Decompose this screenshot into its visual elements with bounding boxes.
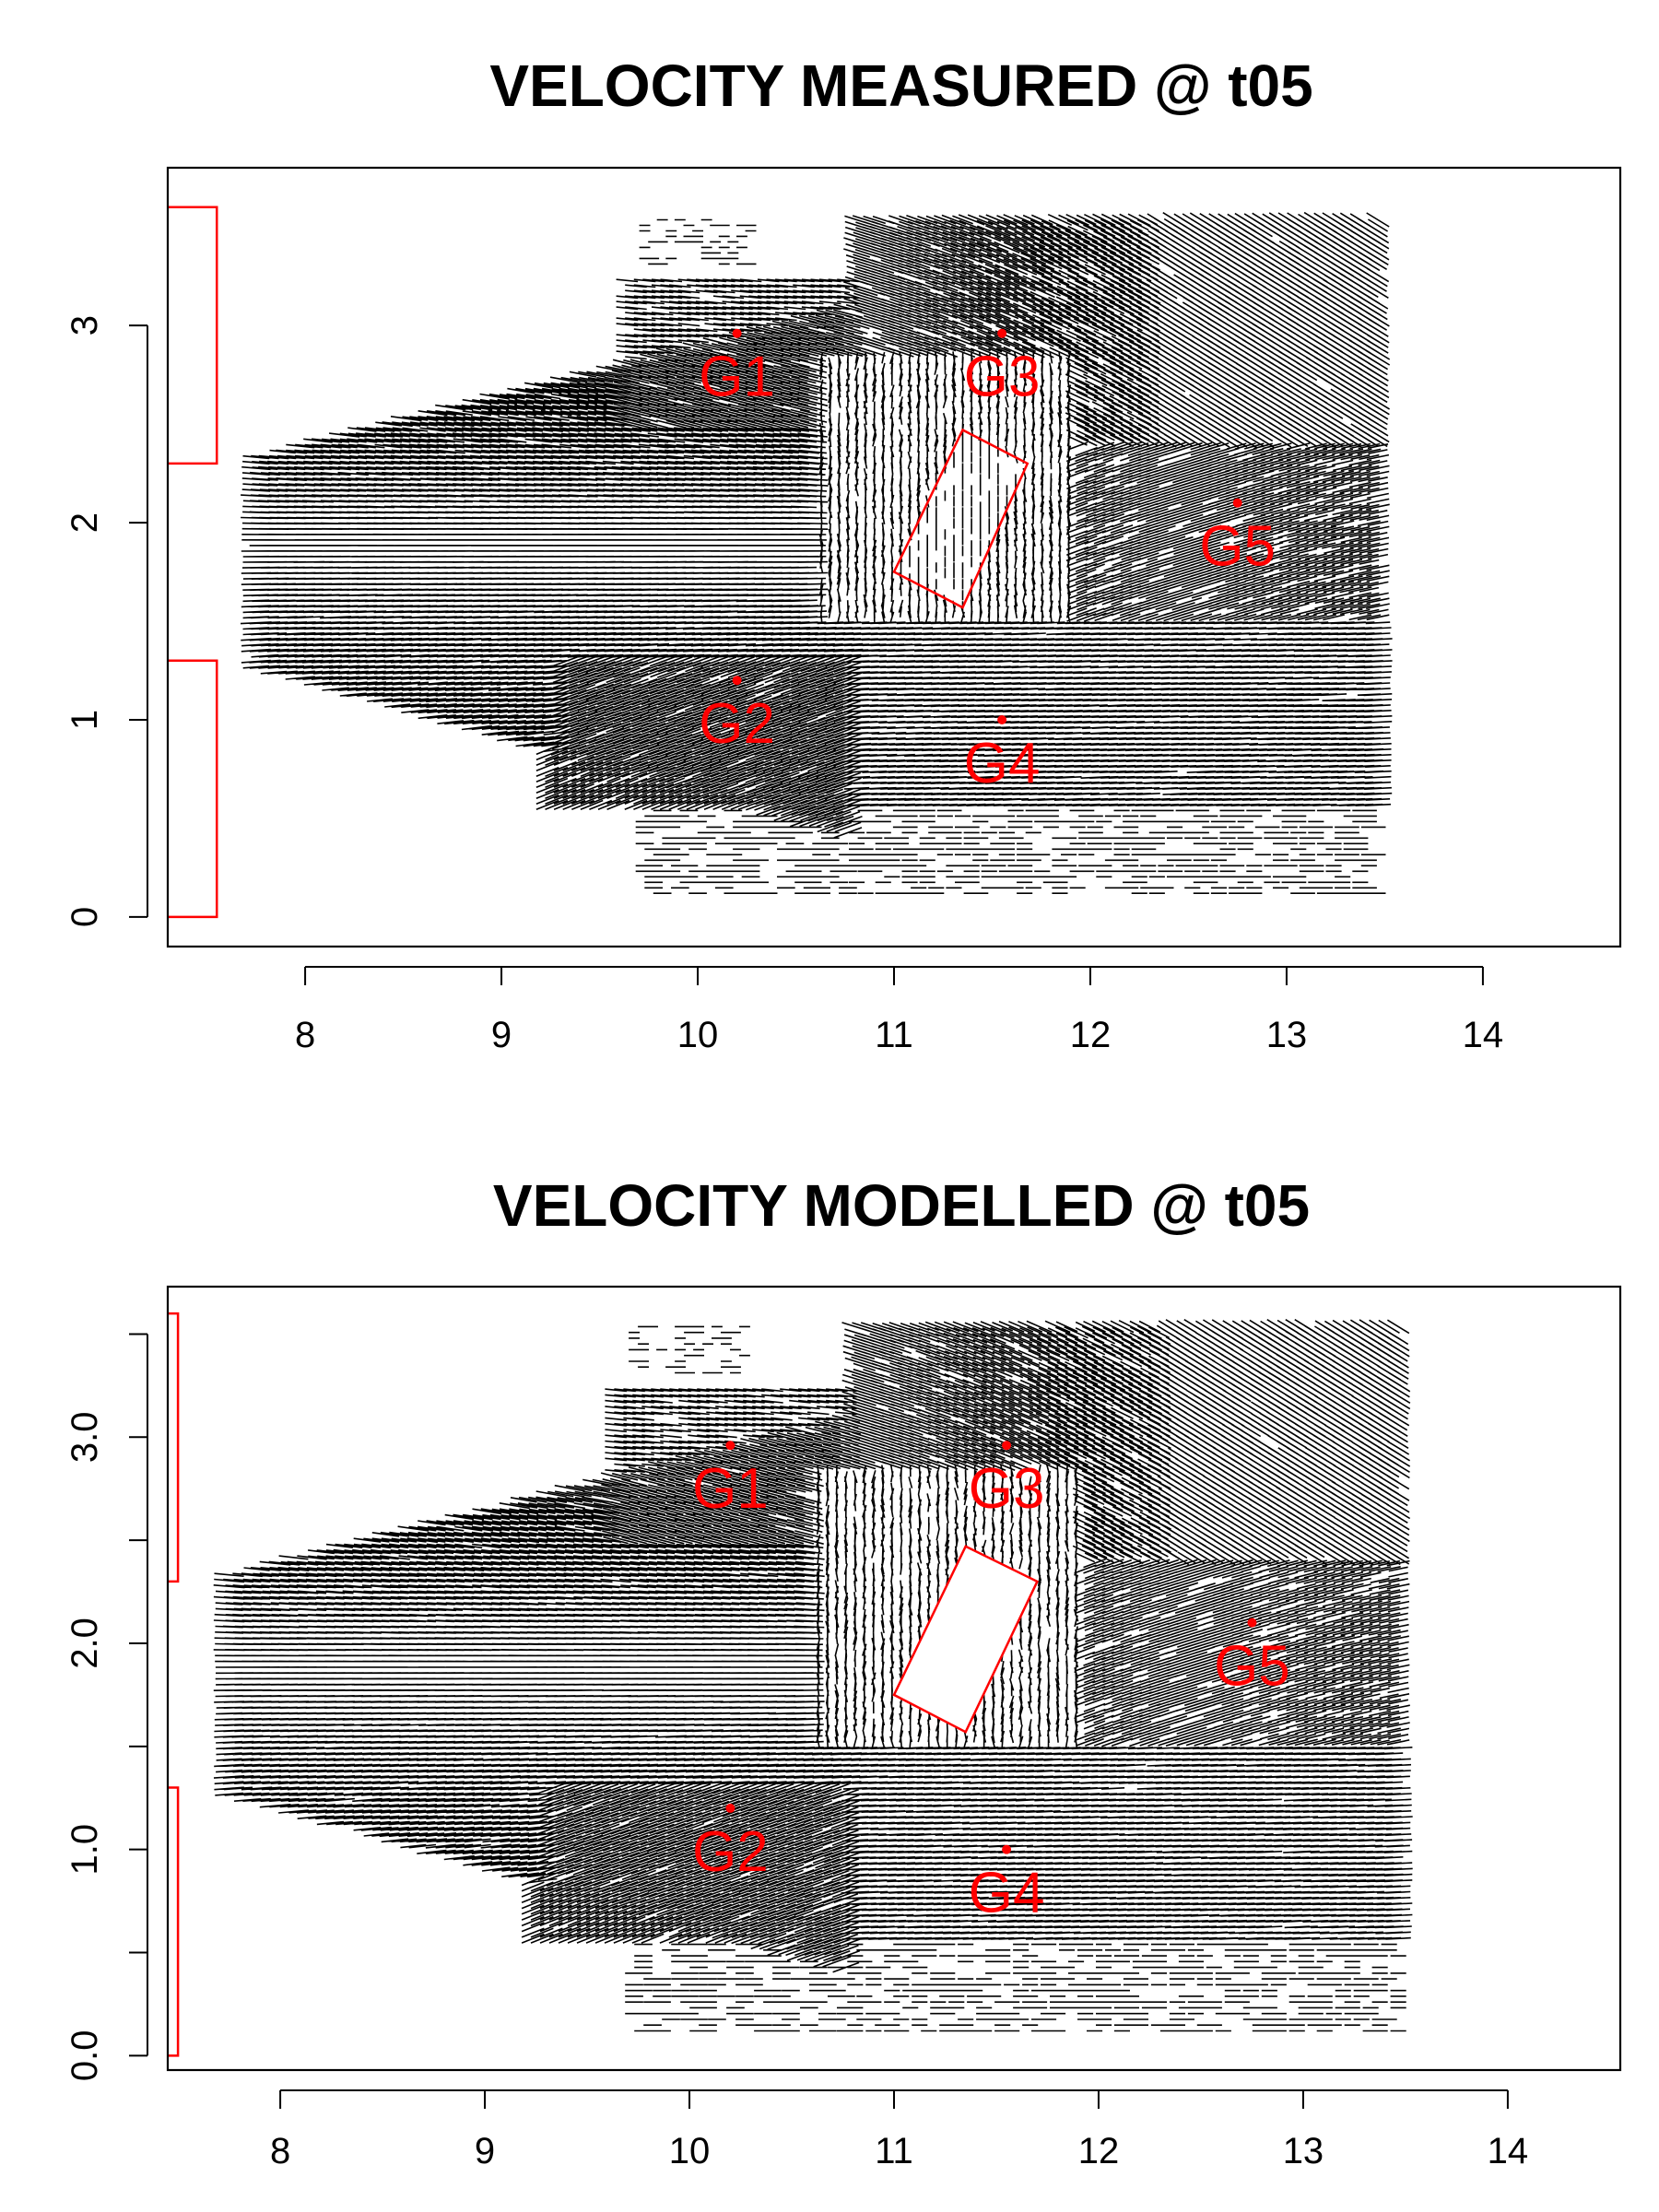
gauge-point [725,1803,735,1813]
gauge-label: G2 [692,1820,769,1884]
vector-field-modelled [213,1319,1413,2032]
gauge-point [997,714,1007,724]
gauge-point [997,328,1007,338]
x-tick-label: 10 [669,2131,711,2171]
y-tick-label: 1 [65,710,105,730]
y-tick-label: 3 [65,315,105,335]
x-tick-label: 13 [1266,1015,1308,1055]
gauge-label: G1 [699,346,775,409]
panel-modelled: VELOCITY MODELLED @ t05 G1 G2 G3 G4 G5 8 9 10 1… [65,1172,1622,2171]
gauge-point [1247,1618,1257,1628]
obstacle-outline [892,1545,1040,1734]
gauge-label: G5 [1214,1635,1290,1699]
x-tick-label: 14 [1463,1015,1504,1055]
gauge-label: G4 [964,732,1041,795]
gauge-point [732,676,742,686]
vector-glyphs [213,1319,1413,2032]
y-tick-label: 1.0 [65,1824,105,1876]
vector-glyphs [240,211,1393,894]
x-tick-label: 11 [875,2131,913,2171]
y-tick-label: 0 [65,907,105,927]
inlet-bracket-2 [168,659,218,919]
chart-title-modelled: VELOCITY MODELLED @ t05 [493,1172,1310,1239]
x-tick-label: 8 [295,1015,315,1055]
y-tick-label: 2.0 [65,1618,105,1669]
x-tick-label: 9 [491,1015,512,1055]
obstacle-outline [892,428,1030,609]
gauge-point [732,328,742,338]
inlet-bracket-1 [168,206,218,465]
plot-frame [166,1285,1622,2072]
y-tick-label: 3.0 [65,1411,105,1463]
gauge-label: G4 [969,1862,1045,1925]
gauge-label: G3 [964,346,1041,409]
inlet-bracket-1 [168,1312,180,1583]
gauge-label: G5 [1199,515,1276,579]
x-tick-label: 9 [475,2131,495,2171]
inlet-bracket-2 [168,1786,180,2057]
plot-frame [166,166,1622,948]
gauge-point [1232,498,1242,508]
gauge-point [1002,1441,1012,1451]
vector-field-measured [240,211,1393,894]
x-tick-label: 13 [1283,2131,1324,2171]
x-tick-label: 12 [1078,2131,1120,2171]
annotations-measured: G1 G2 G3 G4 G5 [168,206,1276,919]
y-tick-label: 0.0 [65,2030,105,2082]
chart-title-measured: VELOCITY MEASURED @ t05 [489,53,1312,119]
x-tick-label: 14 [1488,2131,1529,2171]
x-tick-label: 8 [270,2131,290,2171]
gauge-label: G2 [699,692,775,756]
gauge-label: G1 [692,1457,769,1521]
y-tick-label: 2 [65,512,105,533]
gauge-point [1002,1844,1012,1854]
gauge-point [725,1441,735,1451]
axes-modelled: 8 9 10 11 12 13 14 0.0 1.0 2.0 3.0 [65,1285,1622,2171]
annotations-modelled: G1 G2 G3 G4 G5 [168,1312,1290,2057]
gauge-label: G3 [969,1457,1045,1521]
x-tick-label: 12 [1070,1015,1112,1055]
x-tick-label: 11 [875,1015,913,1055]
x-tick-label: 10 [677,1015,719,1055]
